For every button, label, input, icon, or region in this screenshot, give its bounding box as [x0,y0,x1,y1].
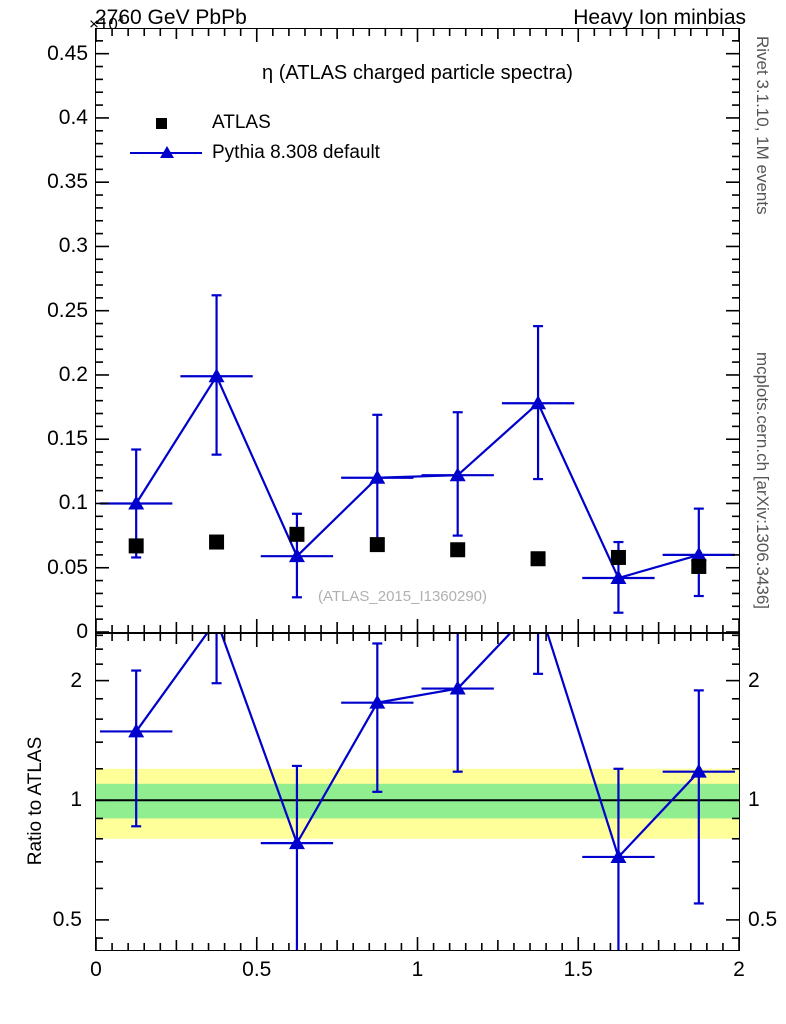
legend-label-pythia: Pythia 8.308 default [212,142,380,163]
data-point-marker [450,542,466,558]
data-point-marker [288,835,305,850]
data-point-marker [610,570,627,585]
main-series-group [100,294,735,614]
data-point-marker [208,368,225,383]
legend-label-atlas: ATLAS [212,112,271,133]
legend-triangle-line-marker-icon [130,138,208,168]
y-axis-tick-label: 0.45 [47,41,88,65]
y-axis-tick-label: 0.2 [58,362,88,386]
ratio-series-group [96,634,739,950]
y-axis-tick-label: 0.35 [47,170,88,194]
ratio-connector-line [135,634,700,860]
main-y-axis-labels: 0 0.05 0.1 0.15 0.2 0.25 0.3 0.35 0.4 0.45 [0,0,88,1024]
data-point-marker [691,558,707,574]
ratio-y-axis-tick-label-left: 1 [70,788,82,812]
y-axis-tick-label: 0.15 [47,427,88,451]
y-axis-tick-label: 0 [76,620,88,643]
data-point-marker [690,546,707,561]
ratio-y-axis-tick-label-left: 2 [70,668,82,692]
pythia-connector-line [135,373,700,580]
data-point-marker [288,548,305,563]
data-point-marker [128,495,145,510]
main-plot-frame [95,28,740,633]
ratio-y-axis-tick-label-left: 0.5 [52,907,82,931]
header-right-title: Heavy Ion minbias [573,6,746,29]
x-axis-tick-label: 1 [411,958,424,981]
data-point-marker [449,680,466,695]
ratio-y-axis-tick-label-right: 2 [748,668,760,692]
legend-item-pythia[interactable]: Pythia 8.308 default [130,138,380,168]
y-axis-tick-label: 0.3 [58,234,88,258]
y-axis-tick-label: 0.25 [47,298,88,322]
data-point-marker [369,469,386,484]
data-point-marker [128,538,144,554]
legend-item-atlas[interactable]: ATLAS [130,108,380,138]
header-left-title: 2760 GeV PbPb [95,6,247,29]
data-point-marker [690,763,707,778]
x-axis-tick-label: 0 [90,958,102,981]
data-point-marker [610,549,626,565]
y-axis-tick-label: 0.05 [47,555,88,579]
page-title: η (ATLAS charged particle spectra) [262,62,573,84]
analysis-watermark: (ATLAS_2015_I1360290) [318,588,488,605]
data-point-marker [530,551,546,567]
x-axis-tick-label: 0.5 [242,958,272,981]
ratio-y-axis-tick-label-right: 0.5 [748,907,778,931]
data-point-marker [369,694,386,709]
data-point-marker [209,534,225,550]
x-axis-tick-label: 1.5 [563,958,593,981]
data-point-marker [530,395,547,410]
ratio-y-axis-tick-label-right: 1 [748,788,760,812]
legend: ATLAS Pythia 8.308 default [130,108,380,168]
data-point-marker [449,467,466,482]
data-point-marker [369,537,385,553]
data-point-marker [610,848,627,863]
data-point-marker [128,723,145,738]
y-axis-tick-label: 0.1 [58,491,88,515]
data-point-marker [289,526,305,542]
x-axis-tick-label: 2 [733,958,745,981]
y-axis-tick-label: 0.4 [58,105,88,129]
legend-square-marker-icon [130,108,208,138]
